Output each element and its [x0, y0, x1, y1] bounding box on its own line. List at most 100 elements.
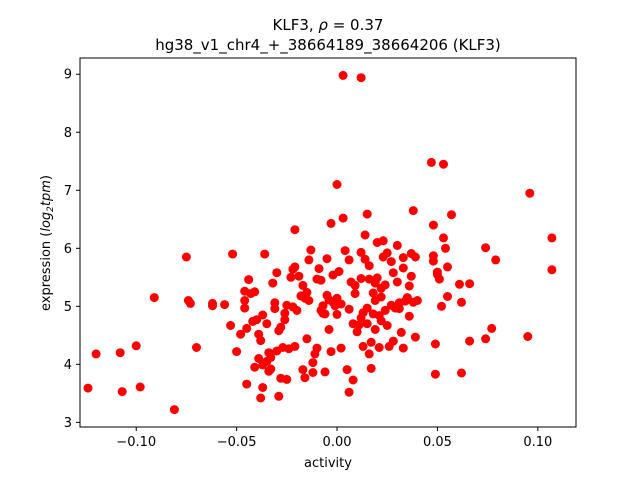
- data-point-88: [318, 301, 328, 311]
- data-point-159: [392, 277, 402, 287]
- data-point-51: [274, 391, 284, 401]
- data-point-39: [260, 249, 270, 259]
- data-point-16: [220, 300, 230, 310]
- data-point-95: [326, 218, 336, 228]
- y-tick-label-1: 4: [64, 358, 72, 373]
- data-point-192: [447, 210, 456, 220]
- data-point-204: [547, 233, 557, 243]
- data-point-54: [276, 322, 286, 332]
- data-point-111: [344, 387, 354, 397]
- data-point-116: [350, 280, 360, 290]
- y-tick-label-0: 3: [64, 416, 72, 431]
- data-point-61: [286, 272, 296, 282]
- data-point-123: [358, 341, 368, 351]
- data-point-57: [280, 308, 290, 318]
- data-point-151: [382, 248, 392, 258]
- data-point-83: [312, 343, 322, 353]
- data-point-36: [258, 383, 268, 392]
- data-point-170: [406, 271, 416, 281]
- data-point-197: [465, 279, 475, 289]
- data-point-44: [266, 364, 276, 374]
- data-point-3: [91, 349, 101, 359]
- data-point-29: [250, 287, 260, 297]
- data-point-115: [350, 289, 360, 299]
- data-point-89: [320, 367, 330, 377]
- data-point-37: [258, 310, 268, 320]
- data-point-64: [290, 262, 300, 272]
- data-point-113: [348, 375, 358, 385]
- data-point-181: [430, 339, 440, 349]
- data-point-74: [302, 287, 312, 297]
- data-point-103: [334, 267, 344, 276]
- data-point-130: [364, 349, 374, 359]
- data-point-128: [362, 319, 372, 329]
- y-tick-label-6: 9: [64, 68, 72, 83]
- y-label-prefix: expression (: [39, 232, 54, 311]
- chart-title-line2: hg38_v1_chr4_+_38664189_38664206 (KLF3): [155, 36, 501, 55]
- data-point-35: [256, 393, 266, 403]
- data-point-21: [240, 296, 250, 305]
- data-point-129: [364, 261, 374, 271]
- data-point-148: [380, 280, 390, 290]
- data-point-17: [226, 321, 236, 330]
- data-point-4: [115, 348, 125, 358]
- plot-frame: [79, 57, 577, 428]
- data-point-105: [336, 299, 346, 309]
- data-point-10: [181, 252, 191, 262]
- data-point-0: [338, 70, 348, 80]
- data-point-199: [481, 243, 491, 253]
- data-point-117: [352, 327, 362, 337]
- data-point-68: [294, 271, 304, 281]
- data-point-86: [316, 275, 326, 285]
- data-point-132: [366, 337, 376, 347]
- data-point-191: [443, 292, 452, 301]
- data-point-186: [437, 301, 446, 311]
- data-point-13: [192, 343, 201, 352]
- data-point-96: [326, 347, 336, 357]
- data-point-155: [388, 268, 398, 278]
- data-point-84: [314, 264, 324, 274]
- data-point-20: [236, 329, 246, 339]
- y-tick-label-5: 8: [64, 126, 72, 141]
- data-point-158: [392, 240, 402, 250]
- x-axis-label: activity: [304, 456, 352, 471]
- data-point-33: [254, 354, 264, 363]
- data-point-80: [308, 358, 318, 368]
- data-point-92: [322, 254, 332, 264]
- data-point-165: [398, 253, 408, 263]
- data-point-26: [244, 275, 254, 285]
- y-tick-label-3: 6: [64, 242, 72, 257]
- x-axis-ticks: −0.10 −0.05 0.00 0.05 0.10: [116, 427, 552, 450]
- data-point-66: [290, 341, 300, 351]
- data-point-7: [135, 382, 145, 392]
- data-point-24: [242, 379, 252, 389]
- data-point-56: [280, 315, 290, 325]
- data-point-6: [131, 341, 141, 351]
- data-point-102: [332, 309, 342, 319]
- data-point-90: [320, 309, 330, 319]
- data-point-193: [455, 279, 464, 289]
- data-point-142: [374, 343, 384, 352]
- data-point-65: [290, 225, 300, 235]
- data-point-30: [250, 362, 260, 372]
- data-point-76: [304, 296, 314, 305]
- data-point-58: [282, 374, 292, 384]
- data-point-180: [428, 256, 438, 266]
- data-point-195: [457, 368, 466, 378]
- data-point-200: [487, 323, 497, 333]
- data-point-202: [523, 332, 533, 341]
- data-point-179: [428, 220, 438, 230]
- x-tick-label-3: 0.05: [423, 435, 452, 450]
- data-point-177: [426, 157, 436, 167]
- data-point-104: [336, 343, 346, 353]
- data-point-194: [457, 297, 466, 307]
- data-point-176: [412, 296, 422, 305]
- data-point-8: [149, 293, 159, 303]
- data-point-34: [256, 336, 266, 346]
- data-point-78: [306, 245, 316, 255]
- data-point-190: [443, 262, 452, 272]
- y-label-log: log: [39, 212, 54, 232]
- data-point-174: [410, 332, 420, 342]
- chart-title-line1: KLF3, ρ = 0.37: [273, 16, 384, 34]
- data-point-12: [185, 298, 195, 308]
